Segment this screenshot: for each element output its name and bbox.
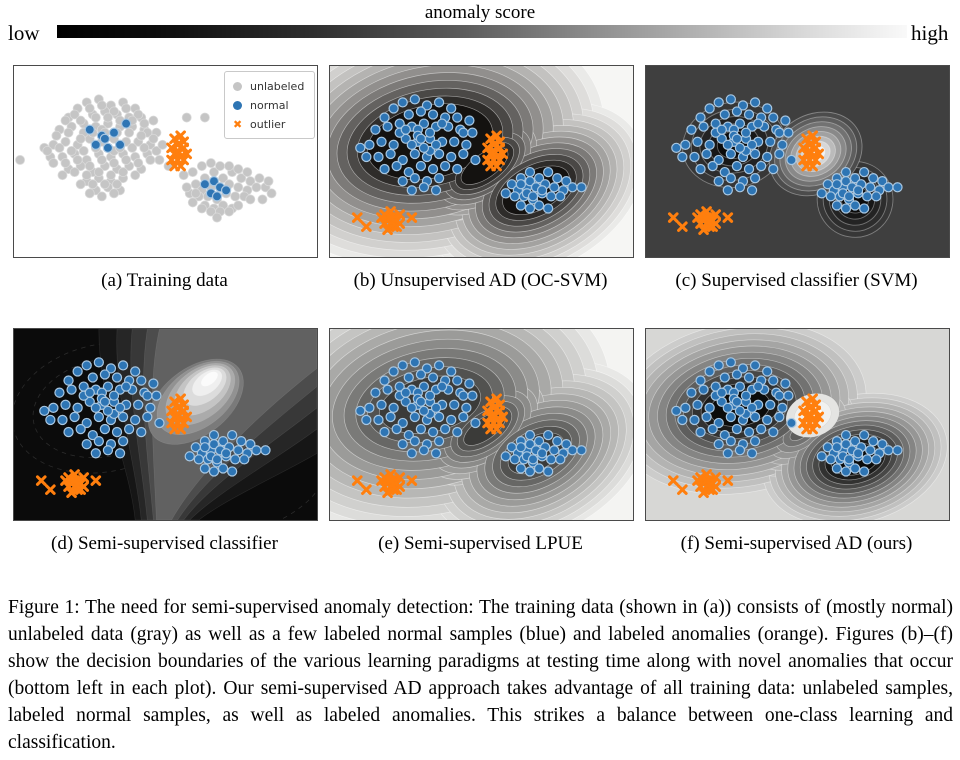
unlabeled-dot-icon — [233, 82, 242, 91]
panel-d-canvas — [14, 329, 317, 520]
panel-a-legend: unlabeled normal ✖ outlier — [224, 71, 315, 139]
legend-label-unlabeled: unlabeled — [250, 80, 305, 93]
panel-e-plot — [329, 328, 634, 521]
panel-b-plot — [329, 65, 634, 258]
legend-item-unlabeled: unlabeled — [233, 77, 306, 96]
panel-b-canvas — [330, 66, 633, 257]
panel-c-caption: (c) Supervised classifier (SVM) — [675, 270, 918, 291]
outlier-x-icon: ✖ — [233, 118, 243, 131]
panel-d-plot — [13, 328, 318, 521]
figure-caption: Figure 1: The need for semi-supervised a… — [8, 597, 953, 753]
colorbar-gradient — [57, 25, 907, 38]
colorbar-title: anomaly score — [424, 2, 536, 23]
panel-f-canvas — [646, 329, 949, 520]
panel-e-canvas — [330, 329, 633, 520]
colorbar-high-label: high — [911, 21, 949, 45]
legend-item-outlier: ✖ outlier — [233, 115, 306, 134]
panel-a-caption: (a) Training data — [101, 270, 228, 291]
legend-item-normal: normal — [233, 96, 306, 115]
panel-f-caption: (f) Semi-supervised AD (ours) — [680, 533, 913, 554]
panel-c-plot — [645, 65, 950, 258]
normal-dot-icon — [233, 101, 242, 110]
panel-d-caption: (d) Semi-supervised classifier — [51, 533, 278, 554]
panel-b-caption: (b) Unsupervised AD (OC-SVM) — [353, 270, 608, 291]
colorbar-low-label: low — [8, 21, 40, 45]
legend-label-normal: normal — [250, 99, 289, 112]
legend-label-outlier: outlier — [250, 118, 286, 131]
panel-c-canvas — [646, 66, 949, 257]
panel-e-caption: (e) Semi-supervised LPUE — [378, 533, 583, 554]
panel-f-plot — [645, 328, 950, 521]
